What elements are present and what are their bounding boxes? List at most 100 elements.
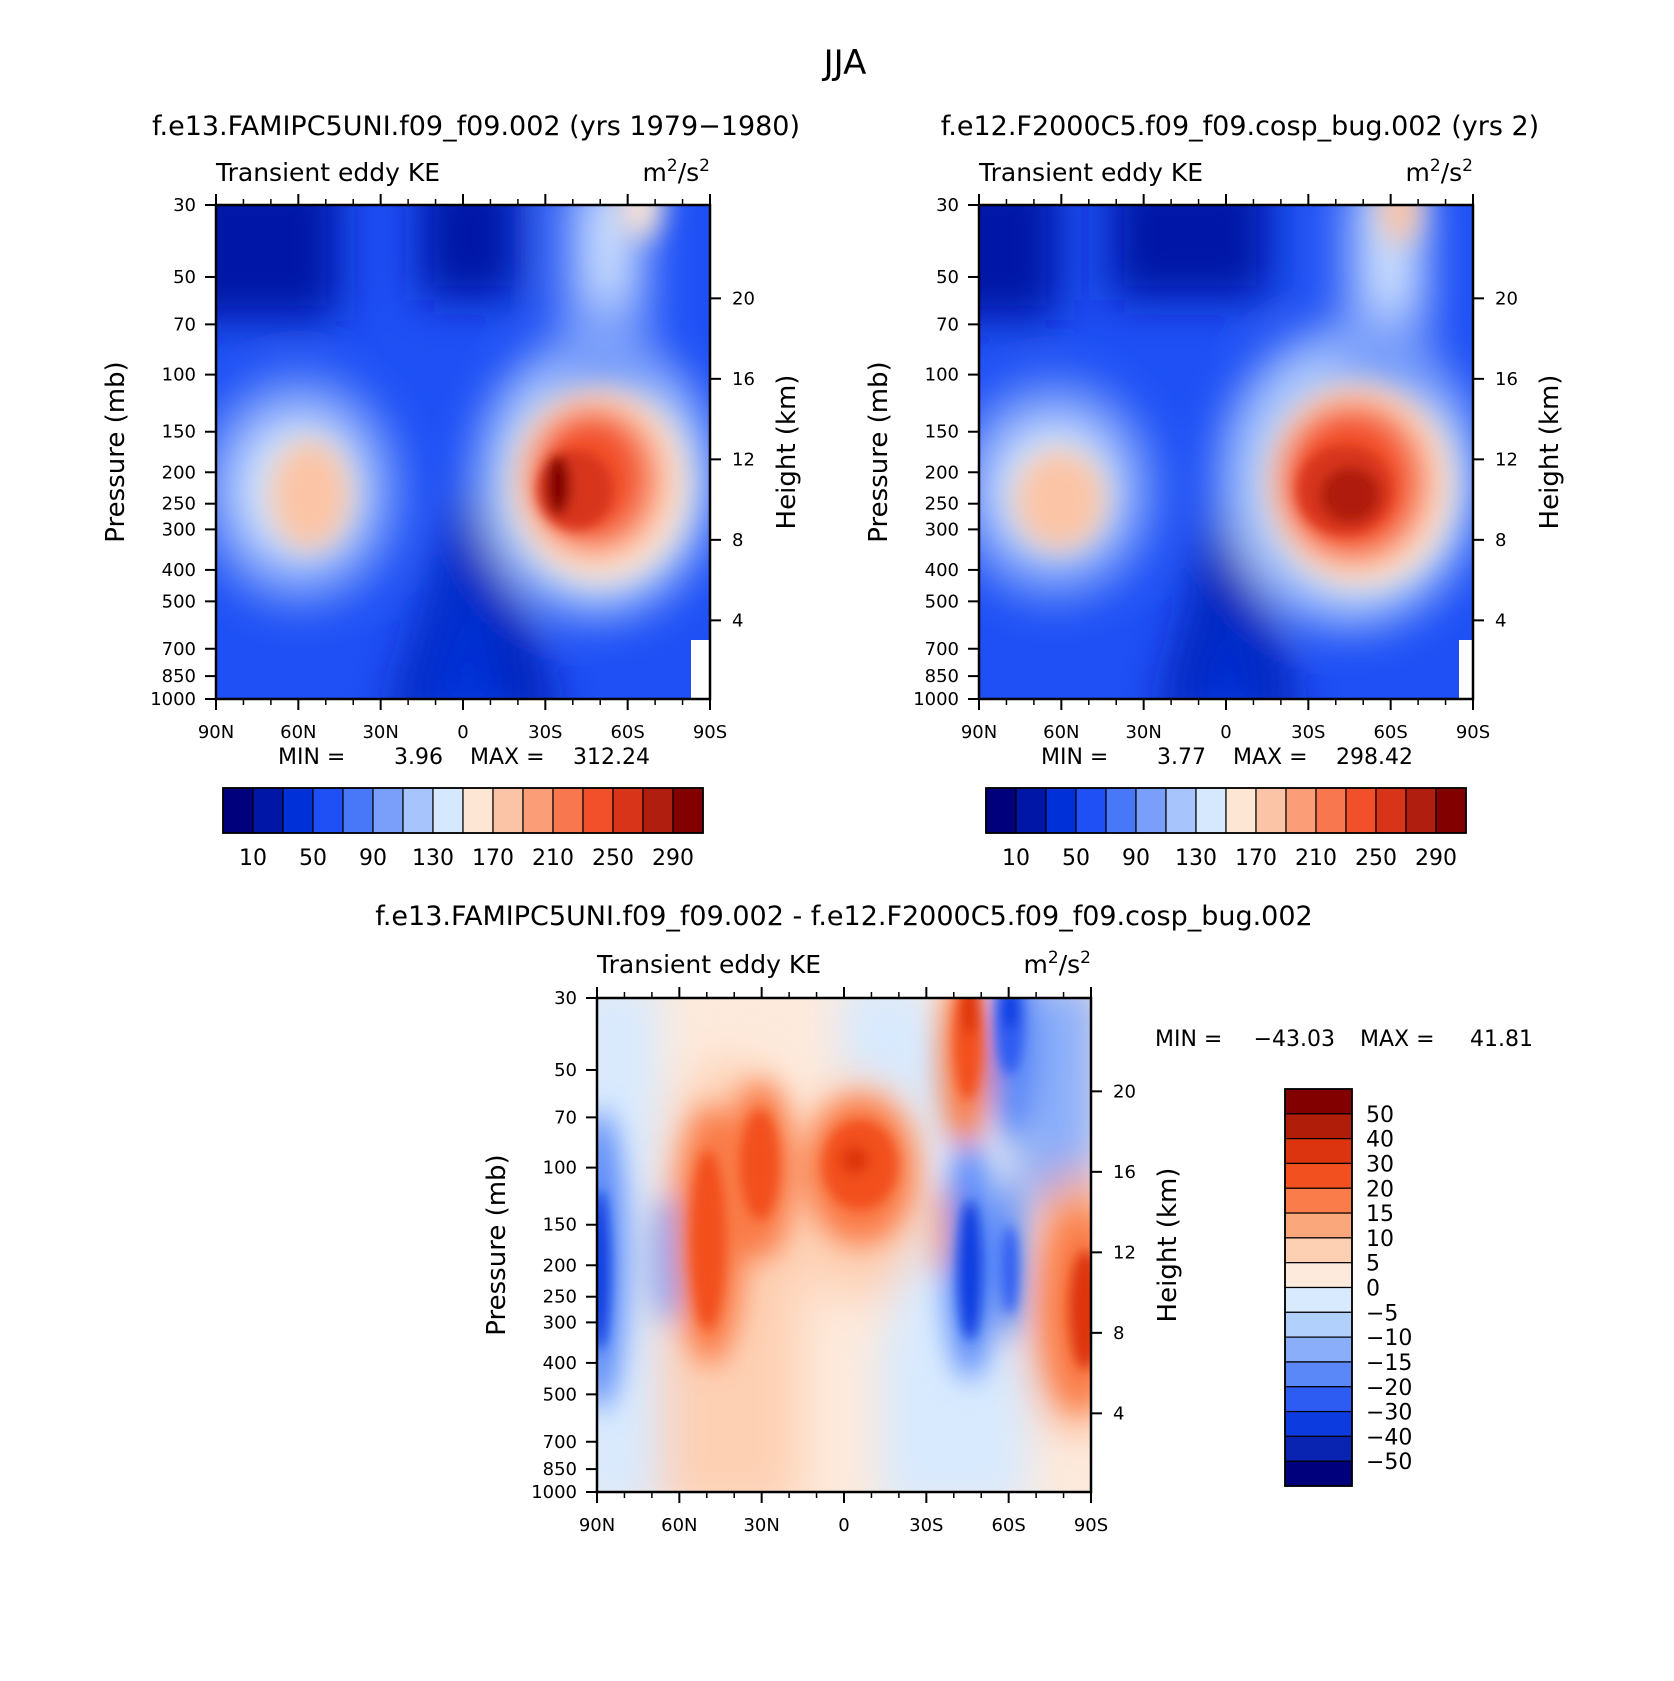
colorbar-box (1345, 787, 1377, 834)
pressure-tick-label: 300 (543, 1312, 577, 1333)
height-tick-label: 4 (1113, 1403, 1124, 1424)
panel-3-min-label: MIN = (1155, 1027, 1222, 1052)
pressure-tick-label: 500 (925, 591, 959, 612)
pressure-tick-label: 70 (173, 314, 196, 335)
colorbar-label: 30 (1366, 1152, 1394, 1177)
colorbar-label: 130 (412, 846, 454, 871)
panel-1: f.e13.FAMIPC5UNI.f09_f09.002 (yrs 1979−1… (101, 111, 802, 871)
latitude-tick-label: 60N (1043, 722, 1079, 743)
colorbar-label: 210 (1295, 846, 1337, 871)
colorbar-label: 40 (1366, 1128, 1394, 1153)
colorbar-label: 5 (1366, 1252, 1380, 1277)
latitude-tick-label: 90N (198, 722, 234, 743)
colorbar-box (1284, 1435, 1353, 1462)
colorbar-box (1195, 787, 1227, 834)
panel-3-min-value: −43.03 (1254, 1027, 1335, 1052)
panel-3-title: f.e13.FAMIPC5UNI.f09_f09.002 - f.e12.F20… (375, 901, 1312, 932)
colorbar-frame (985, 787, 1467, 834)
colorbar-box (1284, 1286, 1353, 1313)
latitude-tick-label: 0 (457, 722, 468, 743)
colorbar-label: 170 (472, 846, 514, 871)
latitude-tick-label: 60S (610, 722, 644, 743)
colorbar-box (1075, 787, 1107, 834)
colorbar-label: −20 (1366, 1376, 1412, 1401)
height-tick-label: 8 (732, 530, 743, 551)
pressure-tick-label: 200 (925, 462, 959, 483)
latitude-tick-label: 90N (579, 1515, 615, 1536)
pressure-tick-label: 1000 (913, 689, 959, 710)
pressure-tick-label: 850 (925, 666, 959, 687)
colorbar-frame (222, 787, 704, 834)
pressure-tick-label: 150 (162, 422, 196, 443)
latitude-tick-label: 60S (1373, 722, 1407, 743)
panel-3-max-label: MAX = (1360, 1027, 1435, 1052)
panel-2-variable: Transient eddy KE (978, 158, 1203, 187)
latitude-tick-label: 60S (991, 1515, 1025, 1536)
colorbar-box (1435, 787, 1467, 834)
colorbar-box (1284, 1410, 1353, 1437)
pressure-tick-label: 500 (162, 591, 196, 612)
colorbar-label: −30 (1366, 1401, 1412, 1426)
colorbar-box (1284, 1336, 1353, 1363)
colorbar-label: 250 (1355, 846, 1397, 871)
panel-2-colorbar: 10 50 90 130 170 210 250 290 (985, 787, 1467, 871)
panel-1-colorbar: 10 50 90 130 170 210 250 290 (222, 787, 704, 871)
latitude-tick-label: 0 (1220, 722, 1231, 743)
colorbar-box (462, 787, 494, 834)
colorbar-label: 10 (1366, 1227, 1394, 1252)
pressure-tick-label: 700 (925, 639, 959, 660)
colorbar-label: −5 (1366, 1301, 1398, 1326)
colorbar-frame (1284, 1088, 1353, 1487)
pressure-tick-label: 500 (543, 1384, 577, 1405)
height-tick-label: 4 (732, 610, 743, 631)
latitude-tick-label: 30S (1291, 722, 1325, 743)
colorbar-box (1284, 1088, 1353, 1115)
pressure-tick-label: 70 (554, 1107, 577, 1128)
latitude-tick-label: 90N (961, 722, 997, 743)
height-tick-label: 20 (1113, 1081, 1136, 1102)
height-tick-label: 16 (732, 369, 755, 390)
colorbar-box (342, 787, 374, 834)
panel-1-max-value: 312.24 (573, 745, 650, 770)
colorbar-label: 50 (1366, 1103, 1394, 1128)
colorbar-box (522, 787, 554, 834)
colorbar-label: 290 (1415, 846, 1457, 871)
colorbar-box (1375, 787, 1407, 834)
panel-1-units: m2/s2 (643, 156, 710, 187)
panel-3-field (597, 998, 1091, 1492)
pressure-tick-label: 250 (162, 494, 196, 515)
panel-2-max-label: MAX = (1233, 745, 1308, 770)
panel-1-title: f.e13.FAMIPC5UNI.f09_f09.002 (yrs 1979−1… (152, 111, 800, 142)
pressure-tick-label: 400 (162, 560, 196, 581)
pressure-tick-label: 30 (173, 195, 196, 216)
pressure-tick-label: 300 (925, 519, 959, 540)
colorbar-label: 250 (592, 846, 634, 871)
colorbar-box (1405, 787, 1437, 834)
pressure-tick-label: 50 (554, 1060, 577, 1081)
colorbar-label: 15 (1366, 1202, 1394, 1227)
height-tick-label: 12 (1113, 1242, 1136, 1263)
height-tick-label: 20 (732, 288, 755, 309)
colorbar-label: 90 (1122, 846, 1150, 871)
colorbar-box (1284, 1113, 1353, 1140)
colorbar-box (1284, 1361, 1353, 1388)
colorbar-box (1255, 787, 1287, 834)
pressure-tick-label: 70 (936, 314, 959, 335)
panel-1-min-label: MIN = (278, 745, 345, 770)
panel-1-y2label: Height (km) (772, 375, 802, 530)
latitude-tick-label: 60N (280, 722, 316, 743)
pressure-tick-label: 30 (936, 195, 959, 216)
latitude-tick-label: 0 (838, 1515, 849, 1536)
colorbar-box (222, 787, 254, 834)
height-tick-label: 8 (1495, 530, 1506, 551)
colorbar-box (1285, 787, 1317, 834)
pressure-tick-label: 250 (543, 1287, 577, 1308)
panel-2-ylabel: Pressure (mb) (864, 361, 894, 542)
colorbar-label: 90 (359, 846, 387, 871)
height-tick-label: 4 (1495, 610, 1506, 631)
colorbar-label: 50 (1062, 846, 1090, 871)
colorbar-label: −10 (1366, 1326, 1412, 1351)
panel-3-ylabel: Pressure (mb) (482, 1154, 512, 1335)
pressure-tick-label: 1000 (150, 689, 196, 710)
panel-2-min-label: MIN = (1041, 745, 1108, 770)
